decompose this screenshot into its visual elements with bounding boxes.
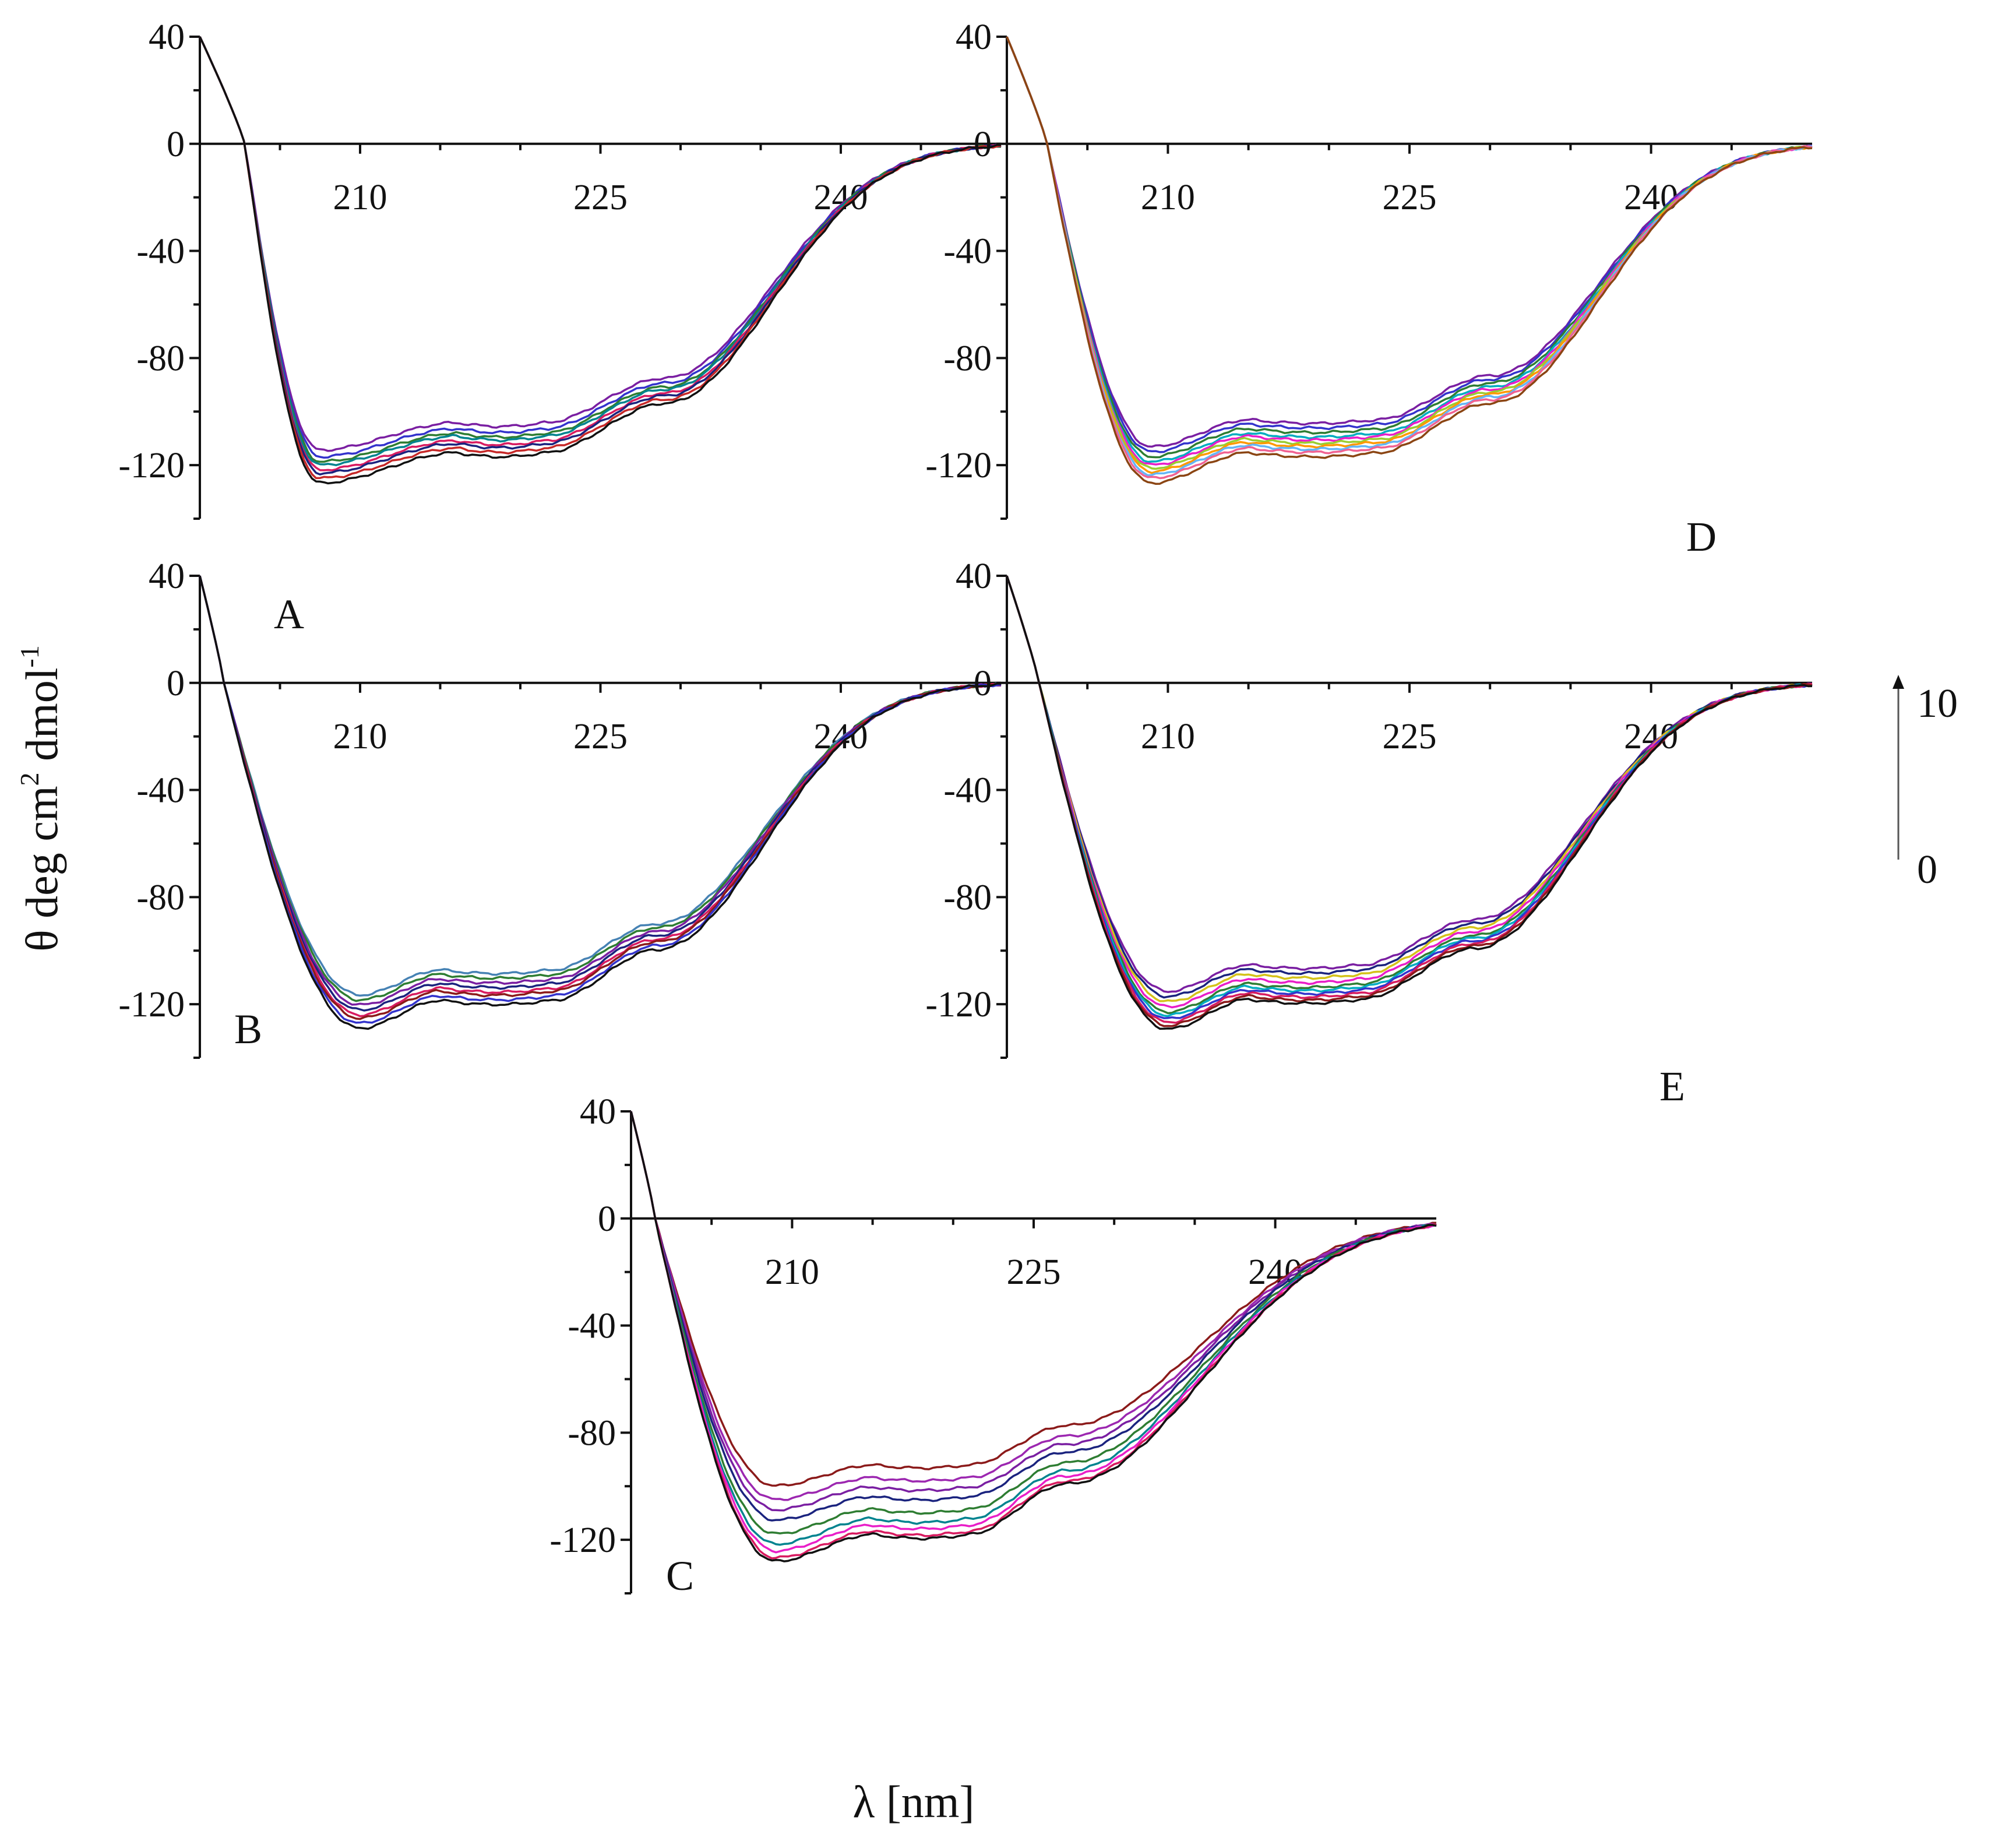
panel-d: 40 0 -40 -80 -120 210 225 240 D xyxy=(925,17,1813,560)
panel-e-y-tick-label: 0 xyxy=(974,664,992,703)
panel-e-series-10 xyxy=(1006,575,1813,1030)
panel-a-y-tick-label: -120 xyxy=(118,446,185,485)
y-axis-title-sup-neg1: -1 xyxy=(15,645,44,667)
panel-d-y-tick-label: 40 xyxy=(956,17,992,57)
panel-e-series-9 xyxy=(1006,575,1813,1027)
panel-d-x-tick-label: 210 xyxy=(1141,178,1195,217)
panel-c-x-tick-label: 210 xyxy=(765,1252,819,1292)
panel-a-y-tick-label: 40 xyxy=(149,17,185,57)
scan-arrow-head xyxy=(1893,675,1904,689)
scan-arrow-indicator: 10 0 xyxy=(1893,675,1958,892)
panel-c-label: C xyxy=(666,1553,694,1599)
panel-c-series-4 xyxy=(630,1111,1437,1522)
panel-e-y-tick-label: -40 xyxy=(943,771,992,811)
panel-a-series-8 xyxy=(199,36,1002,485)
panel-a-x-tick-label: 225 xyxy=(573,178,628,217)
panel-c-y-tick-label: 40 xyxy=(580,1092,616,1132)
panel-c-y-tick-label: -120 xyxy=(549,1520,616,1560)
panel-a-y-tick-label: 0 xyxy=(167,125,185,164)
panel-d-x-tick-label: 225 xyxy=(1383,178,1437,217)
panel-e-x-tick-label: 210 xyxy=(1141,717,1195,756)
y-axis-title-unit: dmol xyxy=(16,668,67,773)
panel-c-y-tick-label: -40 xyxy=(568,1307,616,1346)
panel-d-series-5 xyxy=(1006,36,1813,466)
panel-b-label: B xyxy=(234,1006,262,1053)
scan-arrow-top-label: 10 xyxy=(1917,681,1958,726)
panel-c-y-tick-label: 0 xyxy=(598,1199,616,1239)
panel-d-label: D xyxy=(1686,513,1717,560)
panel-b-y-tick-label: 40 xyxy=(149,557,185,596)
panel-b-y-tick-label: -80 xyxy=(136,878,185,917)
panel-e-x-tick-label: 225 xyxy=(1383,717,1437,756)
panel-e-y-tick-label: -80 xyxy=(943,878,992,917)
y-axis-title-sup-2: 2 xyxy=(15,772,44,786)
panel-b-series-5 xyxy=(199,575,1002,1018)
y-axis-title: θ deg cm2 dmol-1 xyxy=(15,645,67,951)
panel-a-series-1 xyxy=(199,36,1002,452)
panel-d-y-tick-label: -120 xyxy=(925,446,992,485)
panel-c-series-2 xyxy=(630,1111,1437,1501)
panel-a-x-tick-label: 210 xyxy=(333,178,387,217)
panel-a-series-5 xyxy=(199,36,1002,471)
panel-e-series-5 xyxy=(1006,575,1813,1015)
panel-c-x-tick-label: 225 xyxy=(1007,1252,1061,1292)
panel-b-x-tick-label: 210 xyxy=(333,717,387,756)
panel-c-y-tick-label: -80 xyxy=(568,1413,616,1453)
panel-a-label: A xyxy=(274,591,304,638)
panel-d-series-10 xyxy=(1006,36,1813,485)
panel-d-x-tick-label: 240 xyxy=(1624,178,1678,217)
scan-arrow-bottom-label: 0 xyxy=(1917,847,1937,892)
panel-d-y-tick-label: -80 xyxy=(943,339,992,378)
panel-c-series-5 xyxy=(630,1111,1437,1534)
panels-layer: 40 0 -40 -80 -120 210 225 240 A 40 0 -40 -80 -120 210 2… xyxy=(118,17,1813,1599)
panel-d-series-1 xyxy=(1006,36,1813,448)
panel-a-y-tick-label: -80 xyxy=(136,339,185,378)
panel-e-y-tick-label: 40 xyxy=(956,557,992,596)
panel-b-x-tick-label: 225 xyxy=(573,717,628,756)
panel-e-label: E xyxy=(1659,1063,1685,1110)
panel-b-y-tick-label: -120 xyxy=(118,985,185,1025)
panel-d-y-tick-label: 0 xyxy=(974,125,992,164)
y-axis-title-main: θ deg cm xyxy=(16,786,67,951)
x-axis-title: λ [nm] xyxy=(853,1776,975,1827)
panel-c-series-9 xyxy=(630,1111,1437,1562)
panel-b-y-tick-label: -40 xyxy=(136,771,185,811)
panel-e-series-1 xyxy=(1006,575,1813,993)
panel-a-y-tick-label: -40 xyxy=(136,232,185,272)
panel-d-series-9 xyxy=(1006,36,1813,480)
panel-d-y-tick-label: -40 xyxy=(943,232,992,272)
panel-b-y-tick-label: 0 xyxy=(167,664,185,703)
panel-c-series-1 xyxy=(630,1111,1436,1487)
panel-b-series-8 xyxy=(199,575,1002,1030)
panel-e-y-tick-label: -120 xyxy=(925,985,992,1025)
